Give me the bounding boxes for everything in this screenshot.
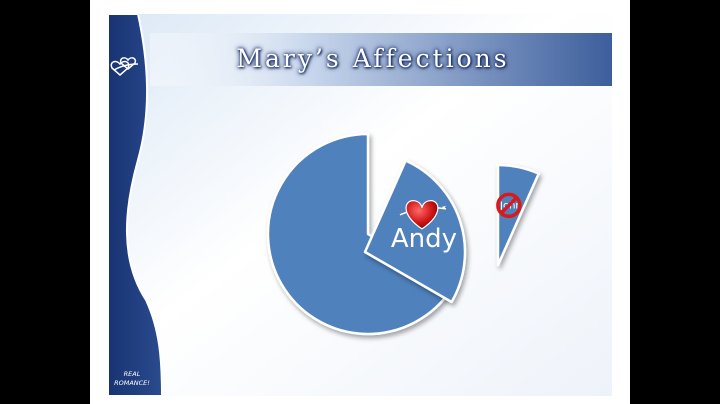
no-symbol-icon [496, 192, 522, 219]
sidebar-wave [107, 13, 164, 397]
pie-slice-unlabeled [266, 132, 456, 336]
badge-line-1: REAL [123, 370, 141, 378]
title-bar [150, 33, 612, 86]
badge-line-2: ROMANCE! [114, 379, 150, 387]
pie-slice-andy [363, 159, 467, 304]
slide: Mary’s Affections REAL ROMANCE! Andy John [90, 0, 630, 404]
heart-icon [399, 200, 447, 230]
real-romance-badge: REAL ROMANCE! [112, 370, 152, 388]
slice-label-andy: Andy [391, 224, 457, 254]
hearts-logo-icon [110, 57, 139, 76]
slide-title: Mary’s Affections [236, 44, 510, 73]
pie-slice-john [496, 163, 540, 267]
